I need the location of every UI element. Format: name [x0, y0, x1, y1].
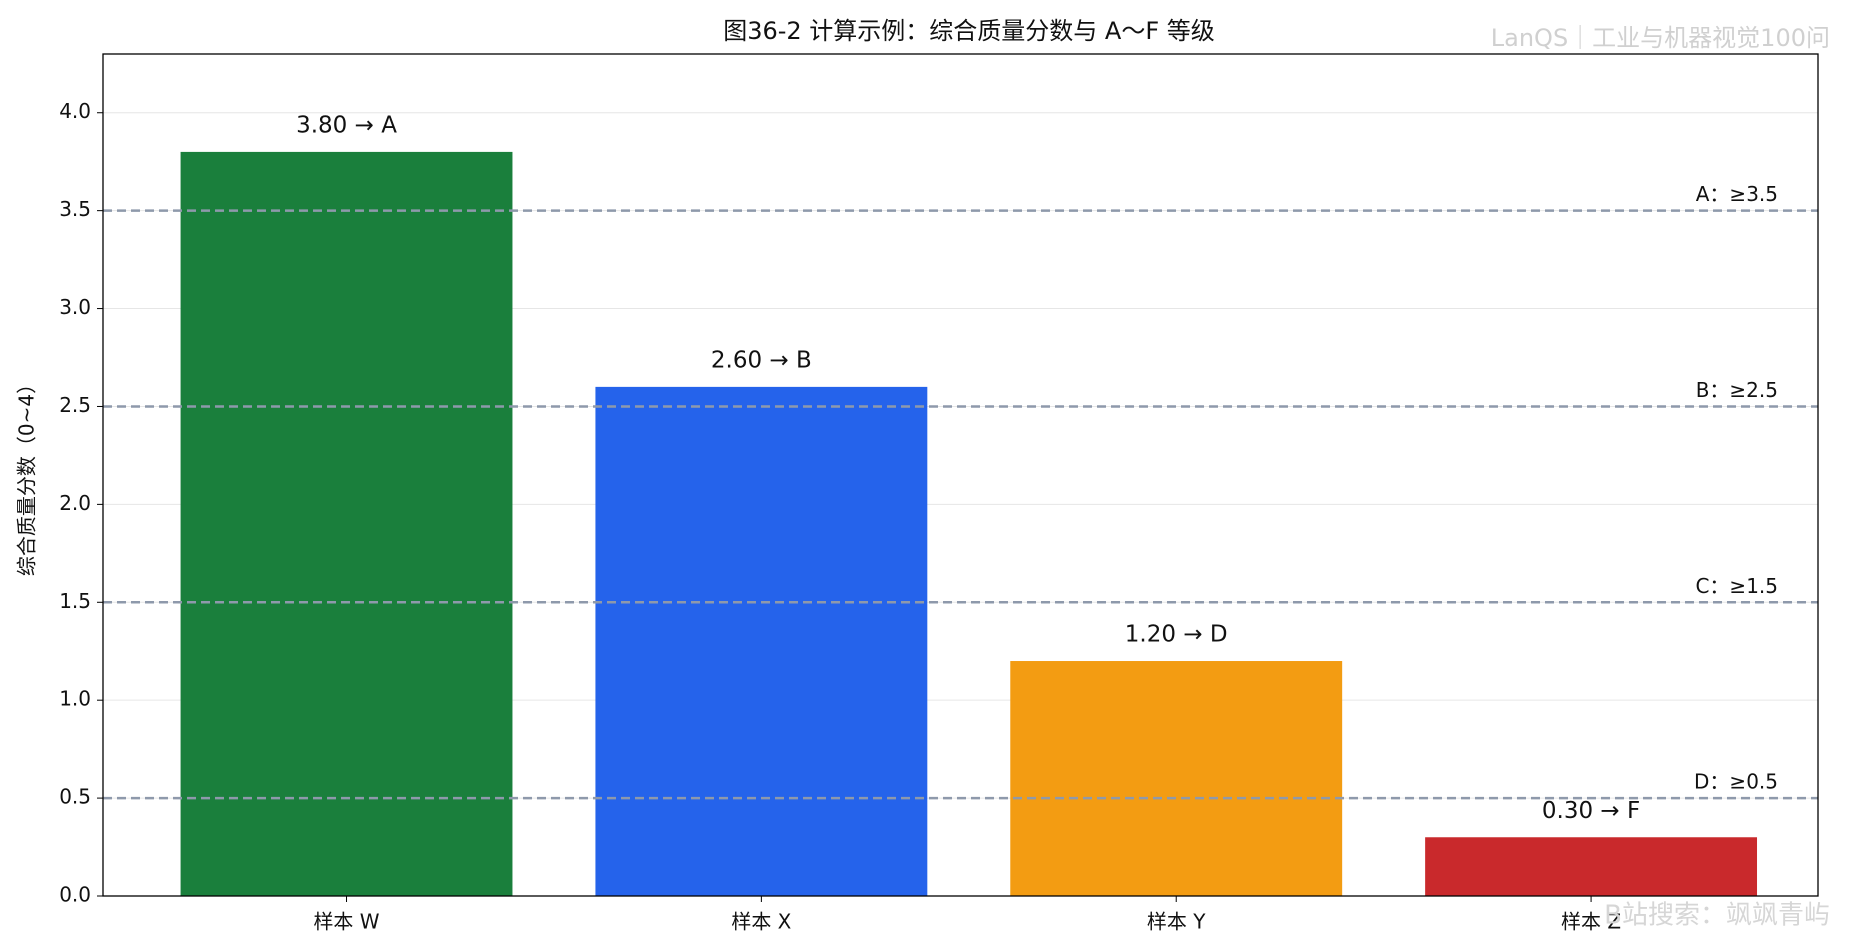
y-axis-label: 综合质量分数（0~4）	[15, 374, 39, 576]
y-tick-label: 0.0	[59, 883, 91, 907]
y-tick-label: 1.0	[59, 687, 91, 711]
y-tick-label: 2.0	[59, 491, 91, 515]
reference-label: D：≥0.5	[1694, 770, 1778, 794]
reference-label: B：≥2.5	[1696, 378, 1778, 402]
chart-title: 图36-2 计算示例：综合质量分数与 A～F 等级	[723, 17, 1215, 45]
watermark: LanQS｜工业与机器视觉100问	[1491, 24, 1830, 52]
bar	[595, 386, 928, 896]
y-tick-label: 0.5	[59, 785, 91, 809]
x-tick-label: 样本 Z	[1561, 910, 1621, 934]
value-label: 0.30 → F	[1542, 798, 1640, 824]
bar	[1010, 661, 1343, 896]
reference-label: A：≥3.5	[1696, 182, 1778, 206]
watermark: B站搜索：飒飒青屿	[1604, 901, 1830, 931]
x-tick-label: 样本 Y	[1147, 910, 1206, 934]
x-tick-label: 样本 X	[731, 910, 791, 934]
value-label: 1.20 → D	[1125, 622, 1228, 648]
y-tick-label: 4.0	[59, 99, 91, 123]
bar	[1425, 837, 1758, 896]
bar	[180, 151, 513, 896]
y-tick-label: 3.0	[59, 295, 91, 319]
x-tick-label: 样本 W	[313, 910, 379, 934]
plot-frame	[102, 53, 1819, 897]
reference-label: C：≥1.5	[1695, 574, 1778, 598]
y-tick-label: 1.5	[59, 589, 91, 613]
y-tick-label: 2.5	[59, 393, 91, 417]
value-label: 3.80 → A	[296, 112, 397, 138]
value-label: 2.60 → B	[711, 347, 812, 373]
y-tick-label: 3.5	[59, 197, 91, 221]
